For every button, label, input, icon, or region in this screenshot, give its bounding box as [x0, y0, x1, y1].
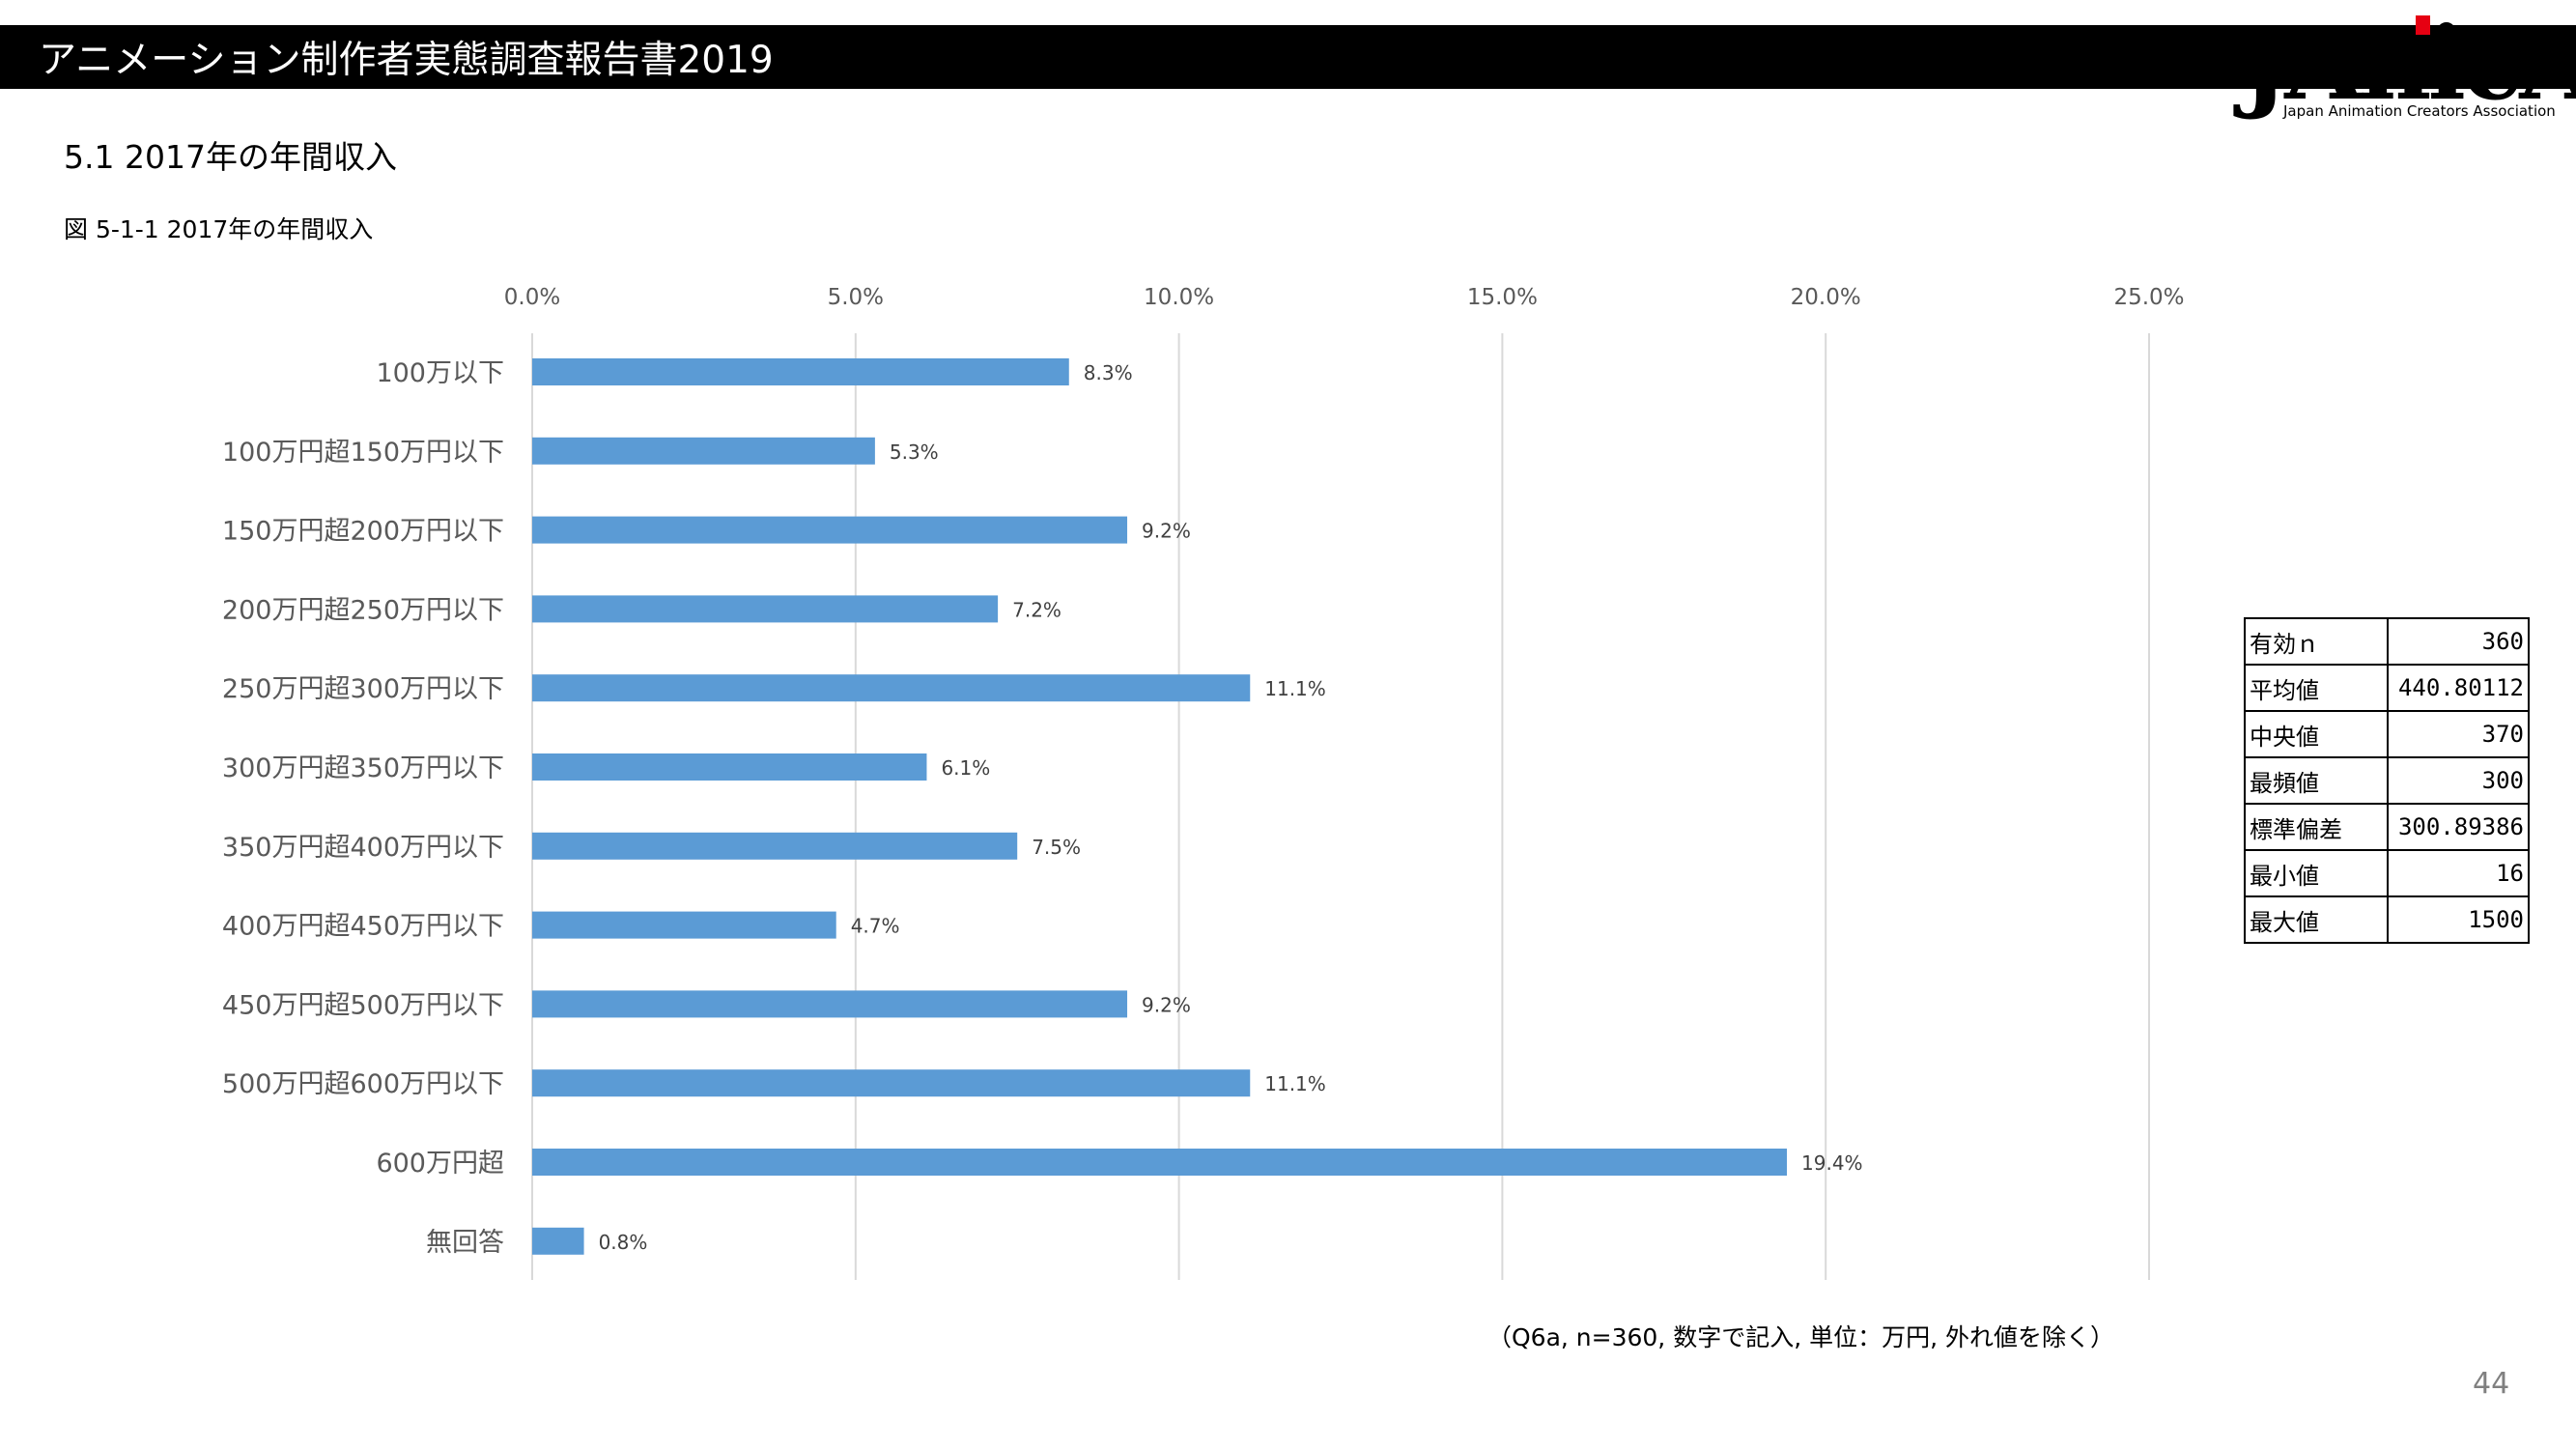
stats-label: 有効ｎ — [2244, 617, 2389, 666]
data-labels: 8.3% 5.3% 9.2% 7.2% 11.1% 6.1% 7.5% 4.7% 9.2% 11.… — [599, 361, 1863, 1254]
stats-row: 最大値 1500 — [2244, 895, 2530, 944]
bar — [532, 516, 1128, 544]
category-label: 150万円超200万円以下 — [222, 517, 504, 547]
x-tick-label: 10.0% — [1144, 285, 1214, 310]
data-label: 8.3% — [1084, 361, 1133, 384]
x-tick-label: 25.0% — [2113, 285, 2184, 310]
janica-logo: JAnicA Japan Animation Creators Associat… — [2241, 4, 2576, 124]
bar — [532, 595, 999, 623]
data-label: 11.1% — [1264, 677, 1326, 700]
category-label: 500万円超600万円以下 — [222, 1069, 504, 1099]
category-label: 無回答 — [426, 1228, 504, 1258]
stats-row: 最小値 16 — [2244, 849, 2530, 897]
stats-row: 最頻値 300 — [2244, 756, 2530, 805]
bars — [532, 358, 1788, 1255]
gridlines — [531, 333, 2150, 1280]
stats-label: 最小値 — [2244, 849, 2389, 897]
summary-stats-table: 有効ｎ 360 平均値 440.80112 中央値 370 最頻値 300 標準偏差 300.89… — [2244, 617, 2530, 944]
stats-value: 1500 — [2387, 895, 2530, 944]
bar — [532, 990, 1128, 1018]
category-label: 300万円超350万円以下 — [222, 753, 504, 783]
section-title: 5.1 2017年の年間収入 — [64, 138, 397, 176]
data-label: 11.1% — [1264, 1072, 1326, 1095]
data-label: 0.8% — [599, 1231, 648, 1254]
data-label: 4.7% — [851, 915, 900, 938]
stats-label: 標準偏差 — [2244, 803, 2389, 851]
stats-row: 中央値 370 — [2244, 710, 2530, 758]
bar — [532, 1149, 1788, 1176]
bar — [532, 753, 927, 781]
category-label: 100万円超150万円以下 — [222, 438, 504, 468]
category-label: 400万円超450万円以下 — [222, 912, 504, 942]
category-label: 200万円超250万円以下 — [222, 595, 504, 625]
data-label: 5.3% — [890, 440, 939, 464]
x-tick-label: 5.0% — [828, 285, 884, 310]
report-title: アニメーション制作者実態調査報告書2019 — [39, 39, 774, 82]
figure-caption: 図 5-1-1 2017年の年間収入 — [64, 215, 374, 243]
category-labels: 100万以下 100万円超150万円以下 150万円超200万円以下 200万円超25… — [222, 358, 504, 1258]
bar — [532, 1227, 584, 1255]
stats-label: 中央値 — [2244, 710, 2389, 758]
data-label: 9.2% — [1142, 993, 1191, 1016]
stats-value: 370 — [2387, 710, 2530, 758]
category-label: 600万円超 — [376, 1149, 504, 1179]
category-label: 350万円超400万円以下 — [222, 833, 504, 863]
stats-value: 360 — [2387, 617, 2530, 666]
stats-label: 最頻値 — [2244, 756, 2389, 805]
bar — [532, 674, 1251, 702]
bar — [532, 832, 1018, 860]
logo-text: JAnicA — [2241, 4, 2576, 123]
data-label: 19.4% — [1801, 1151, 1863, 1175]
logo-accent-mark — [2416, 15, 2430, 35]
stats-value: 16 — [2387, 849, 2530, 897]
x-tick-label: 20.0% — [1791, 285, 1861, 310]
bar — [532, 1069, 1251, 1097]
stats-label: 平均値 — [2244, 664, 2389, 712]
stats-row: 有効ｎ 360 — [2244, 617, 2530, 666]
bar — [532, 437, 875, 465]
stats-value: 300 — [2387, 756, 2530, 805]
data-label: 7.5% — [1032, 836, 1081, 859]
page-number: 44 — [2473, 1367, 2510, 1401]
bar — [532, 911, 836, 939]
bar — [532, 358, 1069, 385]
x-axis-tick-labels: 0.0% 5.0% 10.0% 15.0% 20.0% 25.0% — [504, 285, 2185, 310]
x-tick-label: 0.0% — [504, 285, 560, 310]
data-label: 6.1% — [941, 756, 990, 780]
logo-subtitle: Japan Animation Creators Association — [2283, 102, 2556, 120]
category-label: 100万以下 — [376, 358, 504, 388]
x-tick-label: 15.0% — [1467, 285, 1538, 310]
category-label: 450万円超500万円以下 — [222, 990, 504, 1020]
data-label: 9.2% — [1142, 520, 1191, 543]
category-label: 250万円超300万円以下 — [222, 674, 504, 704]
stats-row: 標準偏差 300.89386 — [2244, 803, 2530, 851]
stats-value: 300.89386 — [2387, 803, 2530, 851]
header-bar — [0, 25, 2576, 89]
survey-note: （Q6a, n=360, 数字で記入, 単位：万円, 外れ値を除く） — [1487, 1323, 2114, 1351]
stats-label: 最大値 — [2244, 895, 2389, 944]
stats-row: 平均値 440.80112 — [2244, 664, 2530, 712]
stats-value: 440.80112 — [2387, 664, 2530, 712]
data-label: 7.2% — [1012, 598, 1062, 621]
